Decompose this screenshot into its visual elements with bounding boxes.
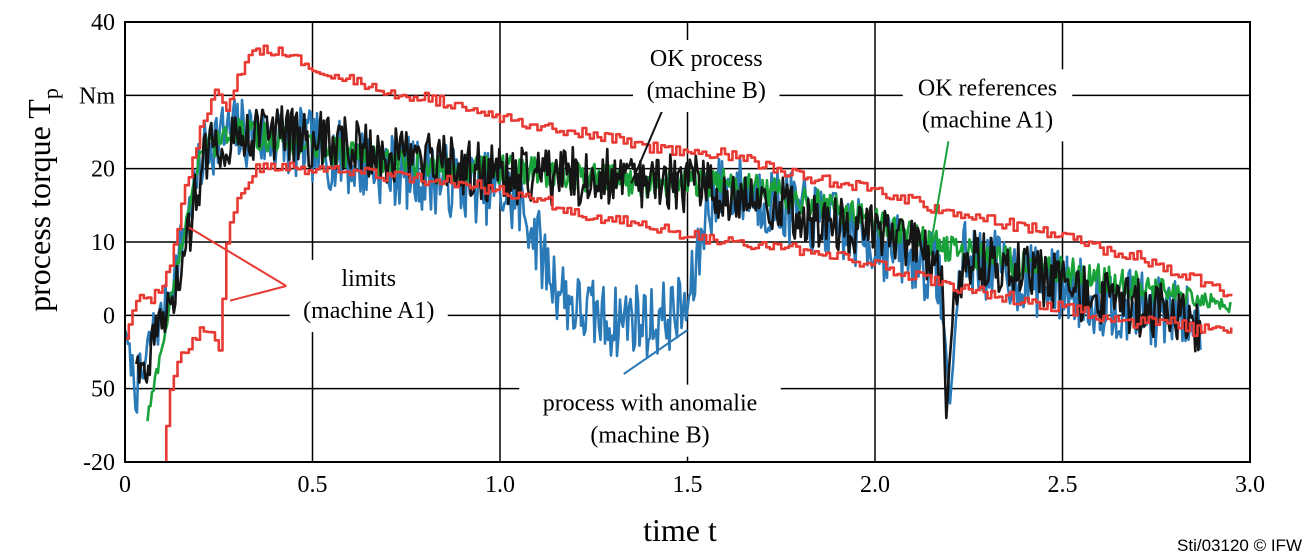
annotation-pointer-2-2 <box>229 285 287 302</box>
annotation-label-0-1: (machine B) <box>647 78 766 104</box>
series-line-3 <box>125 44 1233 340</box>
y-axis-title-subscript: p <box>38 88 63 99</box>
tick-labels: 0 0.5 1.0 1.5 2.0 2.5 3.0 40 Nm 20 10 0 50 -20 <box>79 10 1265 498</box>
annotation-label-1-0: OK references <box>918 75 1057 101</box>
annotation-label-3-1: (machine B) <box>590 423 709 449</box>
y-axis-title: process torque Tp <box>21 88 63 312</box>
annotation-pointer-3 <box>623 329 689 375</box>
annotation-bg-0 <box>633 40 780 112</box>
y-axis-title-main: process torque T <box>21 99 57 312</box>
y-tick-label-5: 50 <box>91 377 115 403</box>
annotation-bg-3 <box>519 384 781 457</box>
x-tick-label-2: 1.0 <box>485 472 515 498</box>
annotation-label-2-0: limits <box>341 266 396 292</box>
y-tick-label-3: 10 <box>91 230 115 256</box>
annotation-label-0-0: OK process <box>650 46 763 72</box>
annotation-bg-2 <box>289 260 448 332</box>
annotation-pointer-1 <box>930 131 951 243</box>
x-axis-title: time t <box>643 512 717 548</box>
annotation-label-1-1: (machine A1) <box>922 107 1053 133</box>
y-tick-label-2: 20 <box>91 157 115 183</box>
annotation-label-2-1: (machine A1) <box>303 298 434 324</box>
annotation-label-3-0: process with anomalie <box>543 391 758 417</box>
y-tick-label-1: Nm <box>79 83 115 109</box>
annotation-pointer-2-1 <box>188 226 287 287</box>
x-tick-label-0: 0 <box>119 472 131 498</box>
annotation-pointers <box>188 94 951 375</box>
series-line-4 <box>162 161 1233 462</box>
x-tick-label-3: 1.5 <box>673 472 703 498</box>
y-tick-label-0: 40 <box>91 10 115 36</box>
x-tick-label-4: 2.0 <box>860 472 890 498</box>
x-tick-label-1: 0.5 <box>298 472 328 498</box>
x-tick-label-6: 3.0 <box>1235 472 1265 498</box>
y-tick-label-6: -20 <box>83 450 115 476</box>
plot-frame <box>124 21 1251 463</box>
series-line-0 <box>125 97 1202 414</box>
annotation-bg-1 <box>902 69 1073 142</box>
credit-note: Sti/03120 © IFW <box>1177 536 1302 551</box>
annotation-labels: OK process (machine B) OK references (machi… <box>289 40 1073 457</box>
x-tick-label-5: 2.5 <box>1048 472 1078 498</box>
y-tick-label-4: 0 <box>103 303 115 329</box>
series-layer <box>125 44 1233 462</box>
series-line-2 <box>135 105 1203 420</box>
